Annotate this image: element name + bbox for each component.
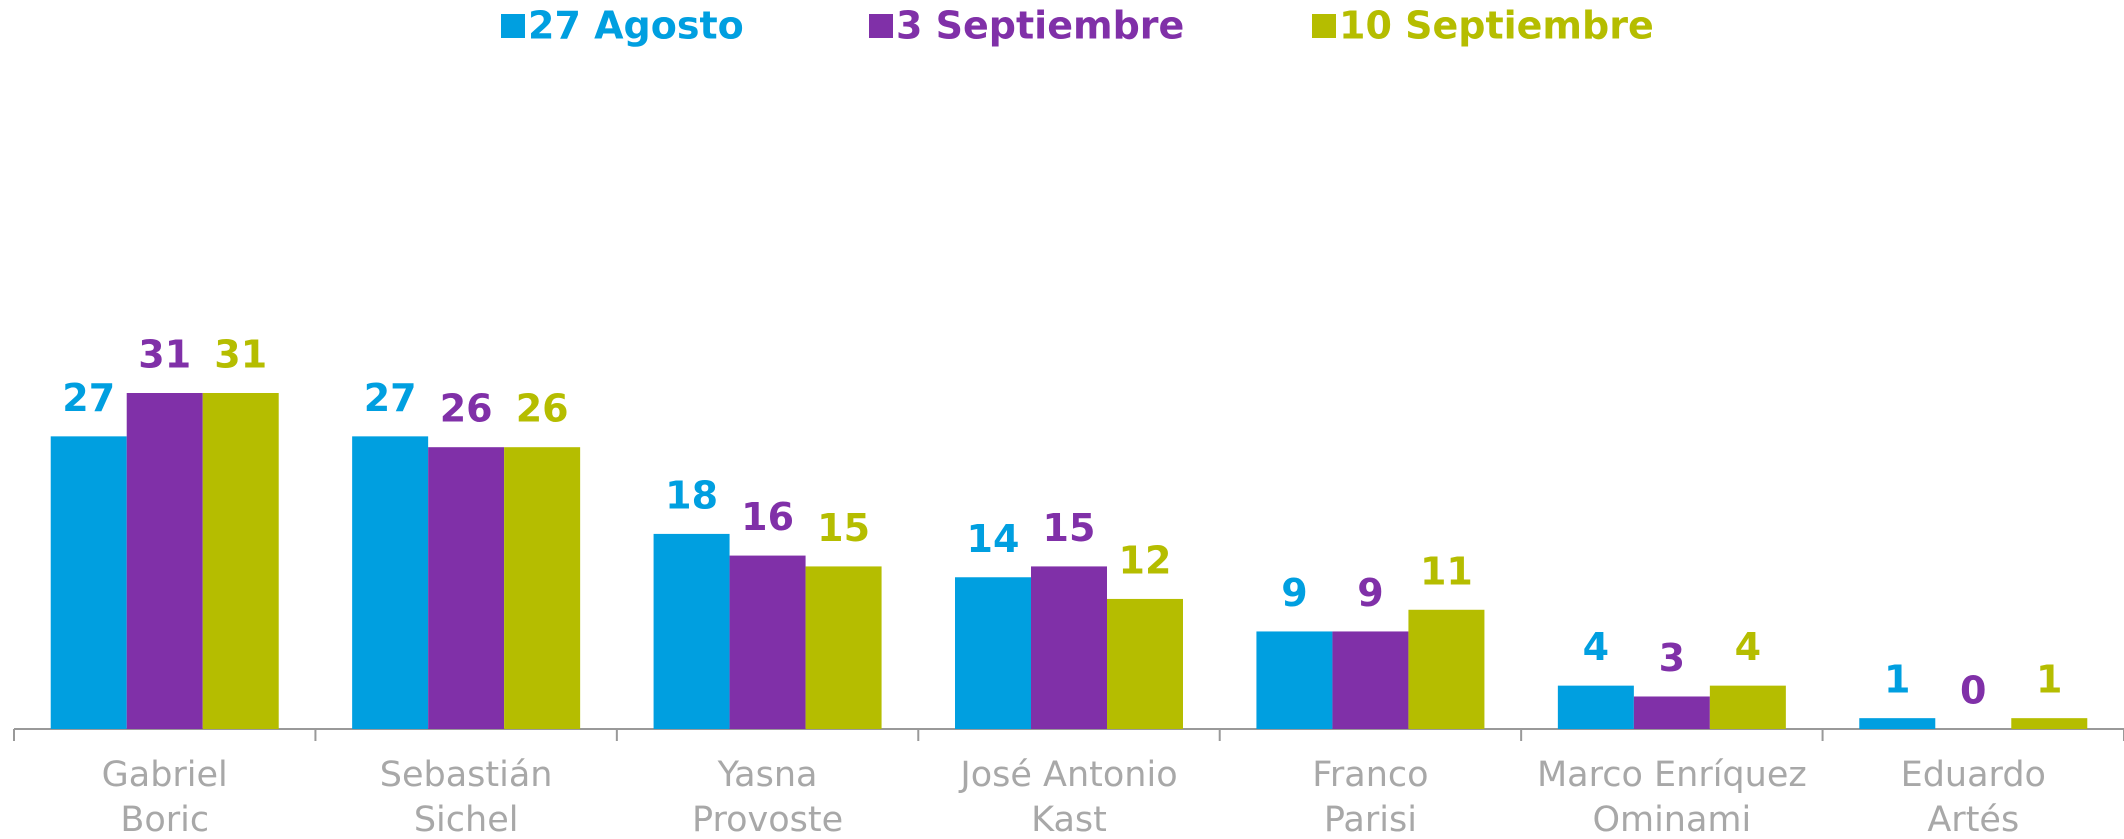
value-label: 1: [2036, 658, 2062, 702]
legend-label: 3 Septiembre: [896, 4, 1184, 48]
bar: [428, 447, 505, 729]
value-label: 15: [1043, 506, 1096, 550]
bar: [1256, 631, 1333, 729]
bar: [126, 393, 203, 729]
value-label: 4: [1583, 625, 1609, 669]
bar: [805, 566, 882, 729]
bar: [352, 436, 429, 729]
x-tick-label: Gabriel Boric: [102, 755, 228, 839]
bar: [1408, 609, 1485, 729]
x-tick-label: Franco Parisi: [1312, 755, 1428, 839]
value-label: 31: [138, 333, 191, 377]
value-label: 1: [1884, 658, 1910, 702]
value-label: 31: [214, 333, 267, 377]
bar: [2011, 718, 2088, 729]
legend-swatch: [501, 14, 525, 38]
bar: [1031, 566, 1107, 729]
legend-label: 27 Agosto: [528, 4, 744, 48]
x-tick-label: Sebastián Sichel: [380, 755, 553, 839]
x-tick-label: Yasna Provoste: [692, 755, 843, 839]
legend-swatch: [1312, 14, 1336, 38]
value-label: 4: [1735, 625, 1761, 669]
value-label: 3: [1659, 636, 1685, 680]
legend-swatch: [869, 14, 893, 38]
value-label: 14: [967, 517, 1020, 561]
value-label: 15: [817, 506, 870, 550]
x-tick-label: José Antonio Kast: [958, 755, 1177, 839]
value-label: 26: [440, 387, 493, 431]
value-label: 16: [741, 495, 794, 539]
bar: [504, 447, 581, 729]
value-label: 18: [665, 473, 718, 517]
bar: [729, 555, 806, 729]
x-tick-label: Marco Enríquez Ominami: [1537, 755, 1807, 839]
bar: [1557, 685, 1634, 729]
x-tick-label: Eduardo Artés: [1901, 755, 2046, 839]
bar: [1332, 631, 1409, 729]
bar: [50, 436, 127, 729]
bar: [1859, 718, 1936, 729]
value-label: 9: [1281, 571, 1307, 615]
bar: [955, 577, 1031, 729]
legend-label: 10 Septiembre: [1339, 4, 1654, 48]
bar: [1709, 685, 1786, 729]
bar: [1107, 598, 1183, 729]
value-label: 26: [516, 387, 569, 431]
value-label: 0: [1960, 669, 1986, 713]
value-label: 12: [1119, 538, 1172, 582]
value-label: 11: [1420, 549, 1473, 593]
bar: [202, 393, 279, 729]
bar: [1633, 696, 1710, 729]
value-label: 27: [62, 376, 115, 420]
value-label: 27: [364, 376, 417, 420]
value-label: 9: [1357, 571, 1383, 615]
bar: [653, 533, 730, 729]
